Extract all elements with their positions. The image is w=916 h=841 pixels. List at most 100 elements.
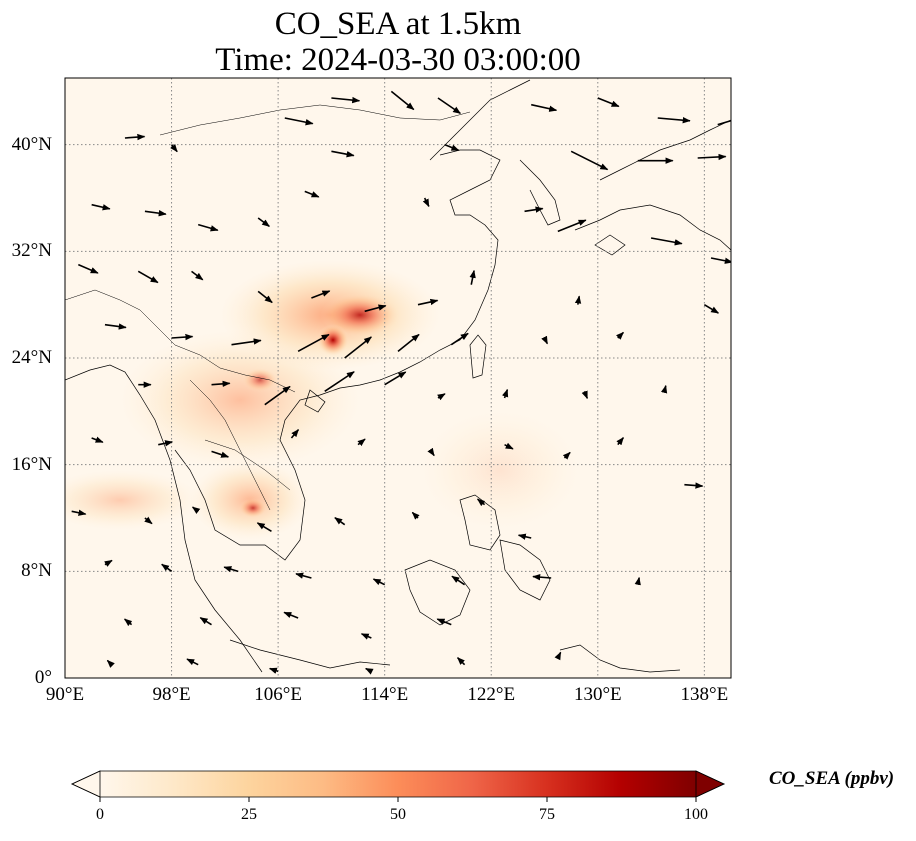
- wind-vector: [616, 437, 625, 446]
- gridlines: [65, 78, 731, 678]
- wind-vector: [437, 393, 446, 401]
- wind-vector: [502, 388, 509, 399]
- lon-tick-label: 130°E: [573, 684, 622, 705]
- wind-vector: [334, 517, 346, 526]
- wind-vector: [191, 270, 204, 281]
- wind-vector: [524, 206, 544, 213]
- wind-vector: [158, 440, 174, 447]
- wind-vector: [660, 384, 668, 394]
- wind-vector: [161, 563, 173, 572]
- wind-vector: [574, 295, 582, 305]
- lat-tick-label: 40°N: [11, 133, 52, 155]
- wind-vector: [223, 566, 239, 573]
- colorbar-tick-label: 50: [390, 806, 406, 823]
- wind-vector: [211, 450, 230, 458]
- wind-vector: [357, 438, 366, 447]
- wind-vector: [191, 506, 201, 515]
- wind-vector: [264, 385, 291, 406]
- wind-vector: [283, 611, 299, 619]
- wind-vector: [390, 90, 415, 111]
- wind-vector: [124, 133, 146, 141]
- colorbar-tick-label: 100: [684, 806, 708, 823]
- wind-vector: [144, 516, 153, 525]
- wind-vector: [256, 522, 272, 533]
- wind-vector: [703, 303, 720, 314]
- wind-vector: [144, 210, 167, 217]
- map-frame: [64, 77, 732, 679]
- wind-vector: [171, 333, 194, 341]
- wind-vector: [616, 331, 624, 340]
- wind-vector: [91, 203, 111, 211]
- wind-vector: [450, 332, 469, 346]
- wind-vector: [365, 667, 374, 675]
- wind-vector: [360, 633, 372, 640]
- wind-vector: [91, 436, 104, 443]
- wind-vector: [717, 119, 731, 126]
- lat-tick-label: 16°N: [11, 453, 52, 475]
- lat-tick-label: 32°N: [11, 240, 52, 262]
- lat-tick-label: 0°: [34, 667, 52, 688]
- wind-vector: [104, 559, 113, 567]
- wind-vector: [372, 578, 386, 586]
- wind-vector: [71, 509, 87, 516]
- colorbar-tick-label: 0: [96, 806, 104, 823]
- wind-vector: [531, 103, 558, 112]
- lat-tick-label: 24°N: [11, 347, 52, 368]
- wind-vector: [123, 618, 133, 627]
- wind-vector: [197, 223, 219, 232]
- wind-vector: [657, 116, 691, 124]
- wind-vector: [311, 290, 331, 299]
- wind-vector: [517, 533, 532, 540]
- wind-vector: [684, 482, 704, 489]
- wind-vector: [581, 390, 589, 400]
- wind-vector: [231, 338, 262, 346]
- wind-vector: [199, 616, 212, 626]
- wind-vector: [186, 658, 199, 666]
- country-borders: [65, 104, 471, 511]
- lon-tick-label: 122°E: [467, 684, 516, 705]
- wind-vector: [437, 97, 462, 115]
- wind-vector: [364, 304, 387, 313]
- wind-vector: [331, 150, 355, 158]
- wind-vector: [532, 573, 552, 581]
- chart-subtitle-time: Time: 2024-03-30 03:00:00: [215, 42, 581, 78]
- wind-vector: [436, 618, 452, 626]
- wind-vector: [304, 190, 320, 198]
- wind-vector: [331, 96, 361, 104]
- wind-vector: [710, 257, 731, 264]
- wind-vector: [137, 270, 159, 284]
- colorbar-tick-label: 75: [539, 806, 555, 823]
- wind-vector: [257, 217, 270, 228]
- wind-vector: [397, 333, 420, 352]
- colorbar-extend-min: [71, 770, 101, 798]
- wind-vector: [211, 380, 231, 388]
- colorbar-label: CO_SEA (ppbv): [769, 768, 895, 789]
- wind-vector: [104, 323, 127, 330]
- wind-vector: [324, 371, 355, 392]
- chart-title: CO_SEA at 1.5km: [274, 6, 522, 42]
- wind-vector: [78, 263, 99, 274]
- colorbar-extend-max: [695, 770, 725, 798]
- colorbar-tick-label: 25: [241, 806, 257, 823]
- wind-vector: [427, 447, 435, 457]
- wind-vector: [268, 667, 279, 674]
- wind-vector: [417, 298, 439, 306]
- wind-vectors: [71, 90, 731, 675]
- wind-vector: [297, 333, 330, 353]
- lon-tick-label: 114°E: [361, 684, 409, 705]
- lon-tick-label: 138°E: [680, 684, 729, 705]
- colorbar: [71, 770, 725, 802]
- wind-vector: [469, 269, 476, 285]
- wind-vector: [257, 290, 273, 304]
- wind-vector: [290, 428, 300, 439]
- wind-vector: [554, 651, 562, 661]
- wind-vector: [295, 572, 312, 579]
- wind-vector: [562, 451, 571, 460]
- wind-vector: [344, 336, 372, 359]
- wind-vector: [504, 442, 514, 450]
- wind-vector: [476, 498, 486, 507]
- wind-vector: [650, 237, 683, 246]
- lat-tick-label: 8°N: [21, 560, 52, 582]
